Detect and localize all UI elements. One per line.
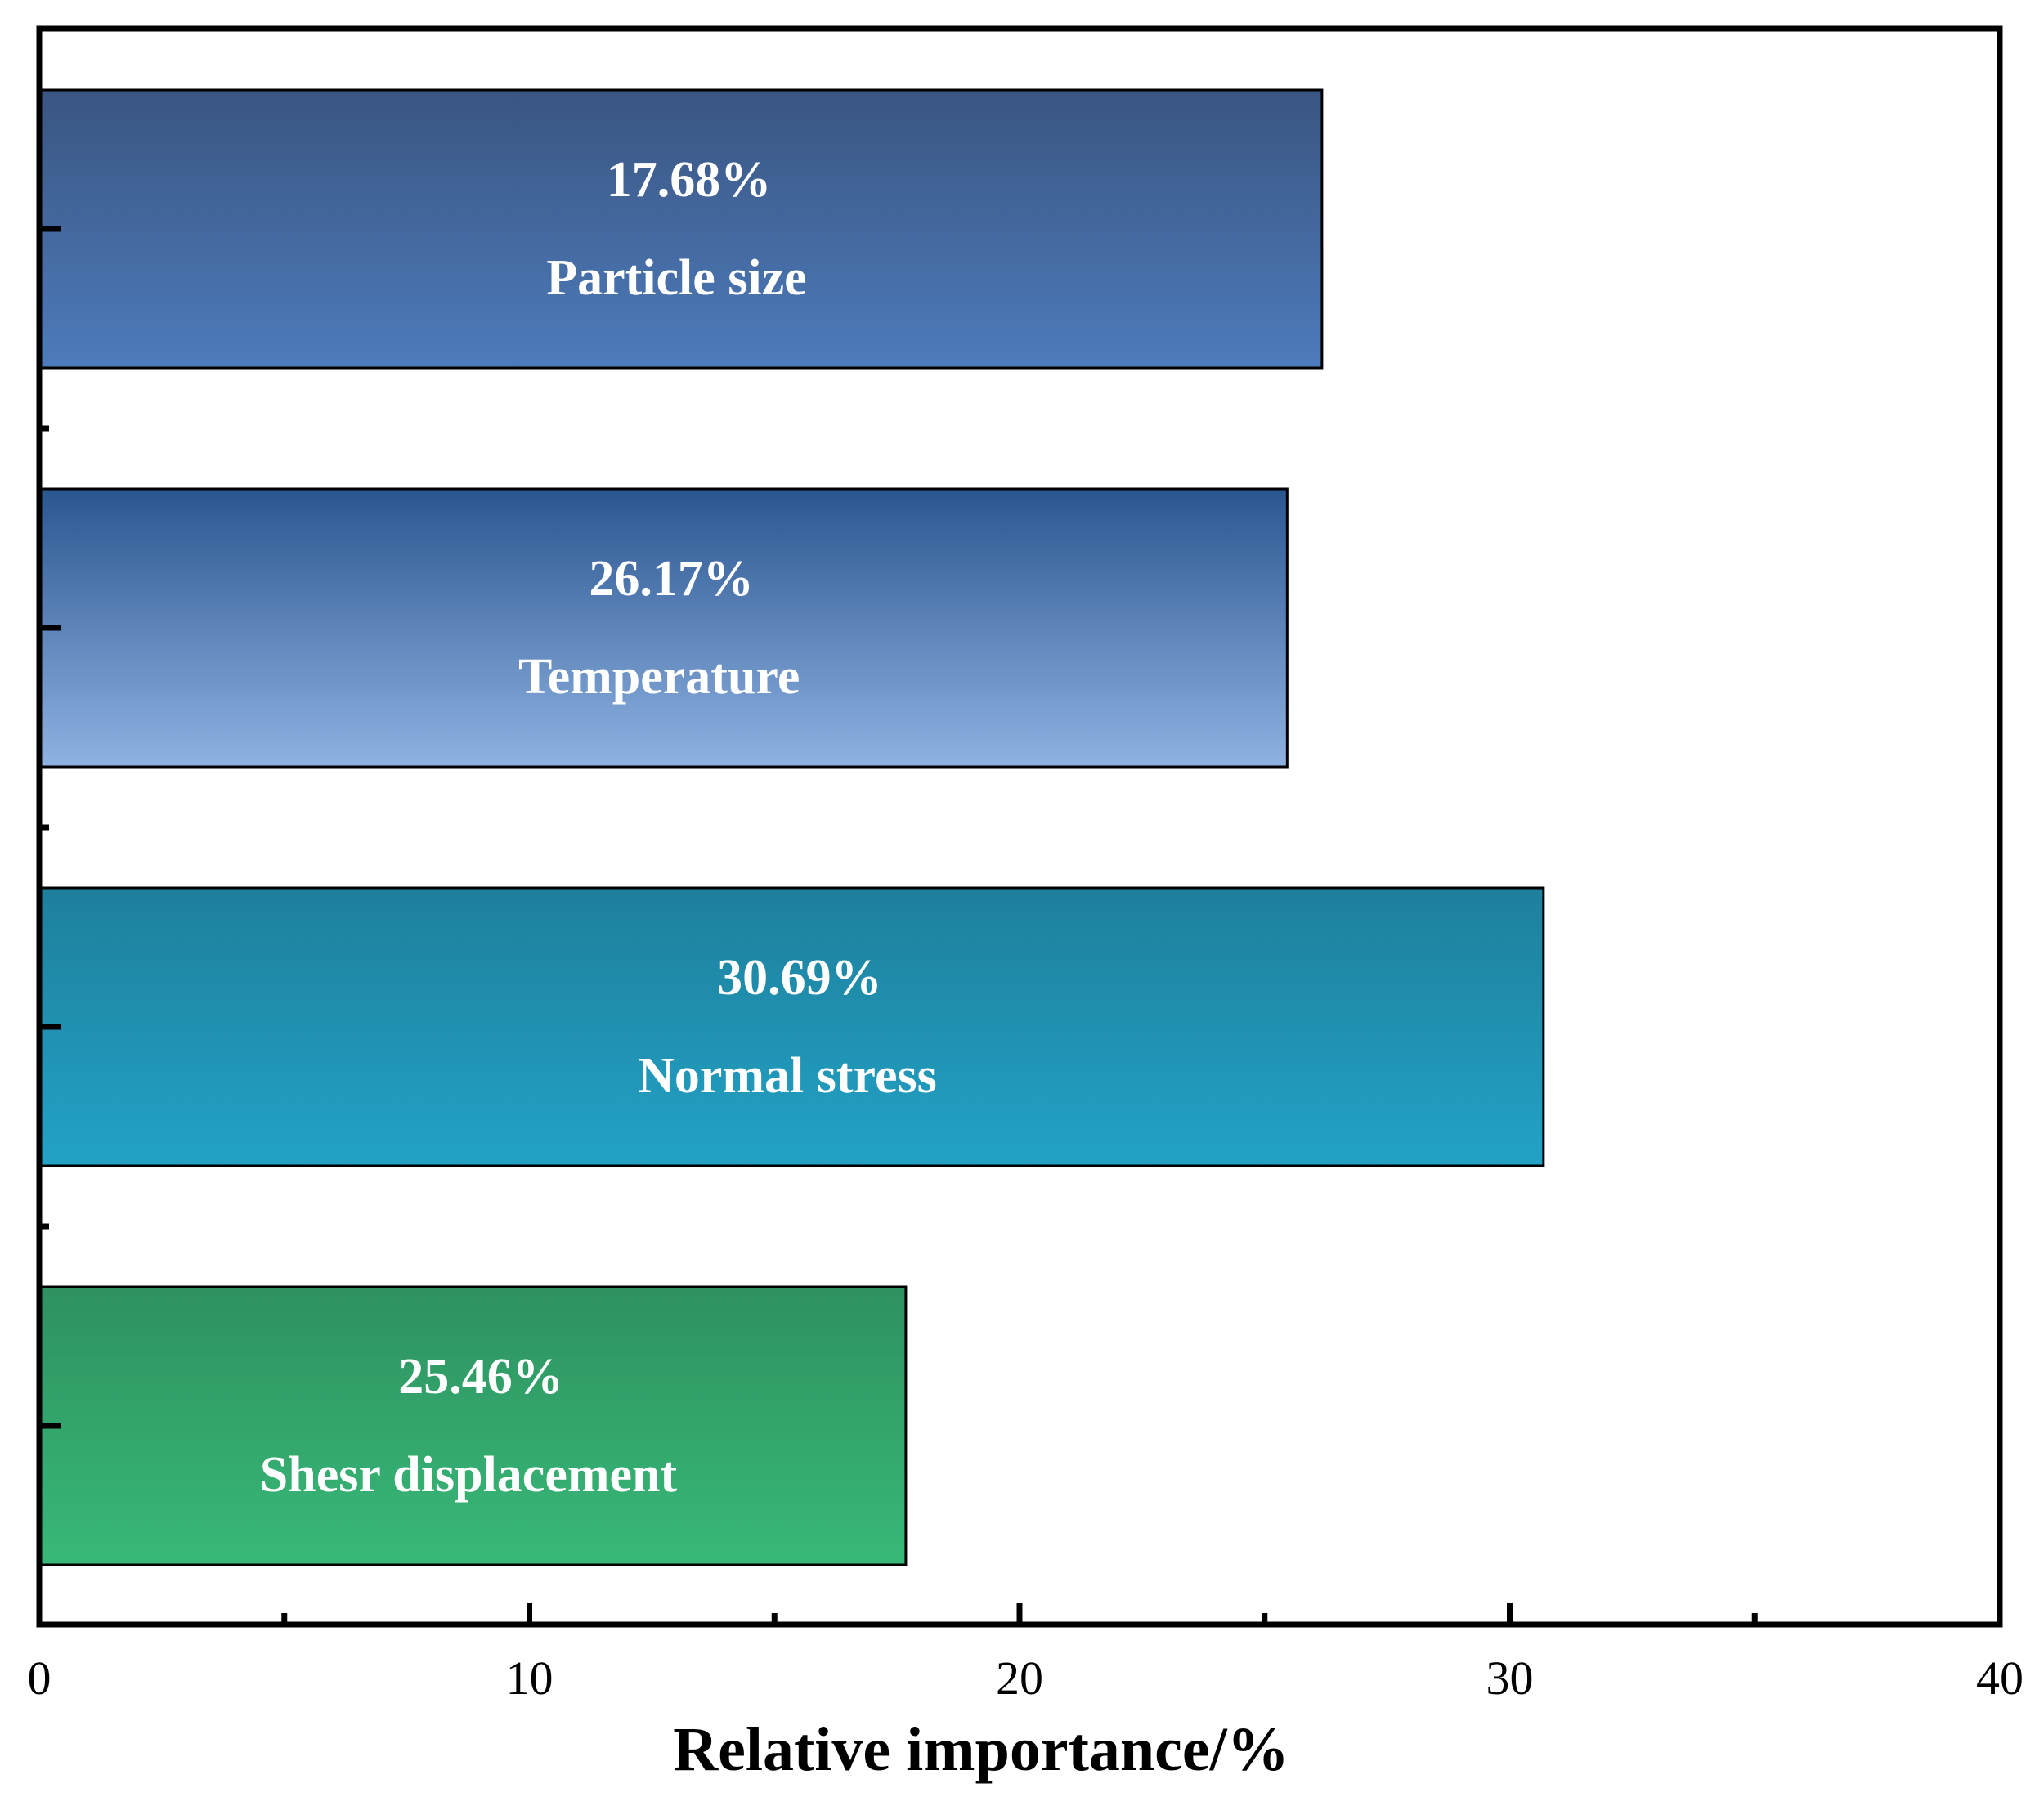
bar-category-label: Temperature xyxy=(518,649,800,705)
bar-temperature xyxy=(38,487,1289,769)
x-tick-label: 10 xyxy=(506,1651,554,1705)
bar-value-label: 26.17% xyxy=(589,551,754,607)
ticks-layer: 0 10 20 30 40 xyxy=(28,226,2024,1705)
x-tick-label: 0 xyxy=(28,1651,52,1705)
bar-normal-stress xyxy=(38,886,1545,1167)
bar-value-label: 30.69% xyxy=(717,950,882,1006)
bar-value-label: 25.46% xyxy=(398,1349,563,1405)
x-tick-label: 30 xyxy=(1486,1651,1534,1705)
bar-category-label: Shesr displacement xyxy=(260,1447,678,1503)
x-tick-label: 40 xyxy=(1976,1651,2024,1705)
bars-layer: 17.68% Particle size 26.17% Temperature 30.6… xyxy=(38,88,1545,1566)
bar-value-label: 17.68% xyxy=(607,152,772,208)
bar-category-label: Normal stress xyxy=(638,1048,937,1104)
x-axis-title: Relative importance/% xyxy=(673,1715,1289,1784)
x-tick-label: 20 xyxy=(996,1651,1043,1705)
bar-shesr-displacement xyxy=(38,1285,908,1566)
bar-particle-size xyxy=(38,88,1324,370)
plot-frame xyxy=(36,25,2003,1628)
bar-category-label: Particle size xyxy=(546,250,806,306)
